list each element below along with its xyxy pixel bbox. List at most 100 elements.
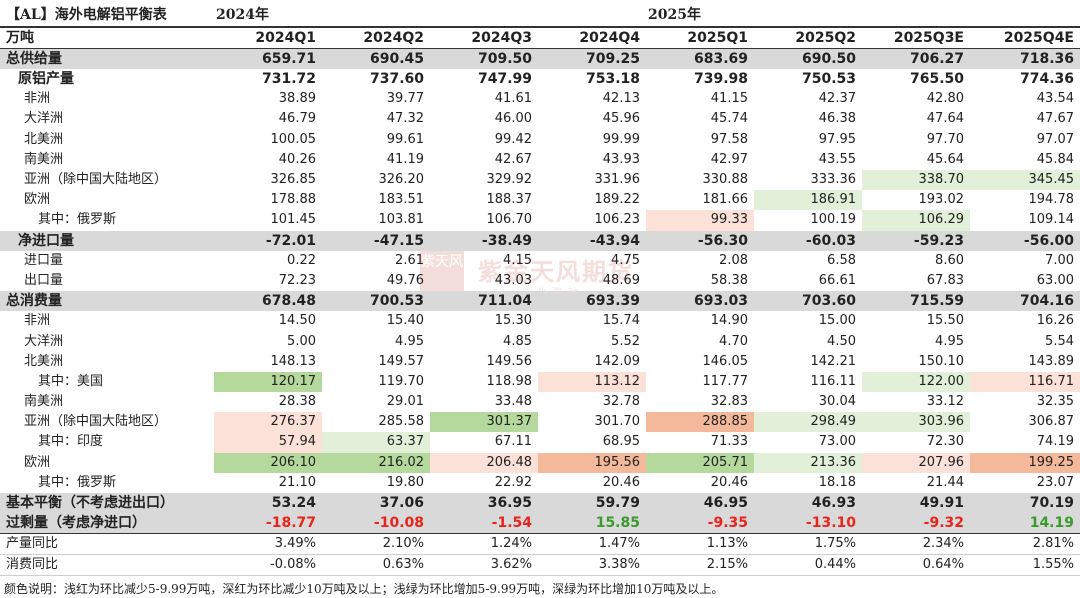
period-header: 2025Q3E bbox=[862, 26, 970, 49]
table-cell: 101.45 bbox=[270, 212, 317, 228]
table-cell: 59.79 bbox=[538, 492, 646, 514]
table-cell: 120.17 bbox=[214, 371, 322, 392]
table-row: 其中：美国 120.17 119.70 118.98 113.12 117.77 116.1… bbox=[0, 371, 1080, 392]
table-cell: 32.35 bbox=[1036, 394, 1074, 410]
table-cell: 100.05 bbox=[270, 131, 317, 147]
row-label: 亚洲（除中国大陆地区） bbox=[24, 414, 168, 430]
row-label: 南美洲 bbox=[24, 151, 64, 167]
table-cell: 303.96 bbox=[862, 412, 970, 433]
row-label: 过剩量（考虑净进口） bbox=[0, 513, 214, 535]
row-label: 北美洲 bbox=[24, 131, 64, 147]
table-cell: 206.10 bbox=[214, 452, 322, 473]
table-cell: 1.47% bbox=[538, 533, 646, 556]
table-row: 南美洲 40.26 41.19 42.67 43.93 42.97 43.55 45.64 45… bbox=[0, 150, 1080, 170]
table-cell: 49.76 bbox=[386, 272, 424, 288]
table-cell: 106.23 bbox=[594, 212, 641, 228]
table-cell: 5.54 bbox=[1045, 333, 1074, 349]
table-row: 其中：俄罗斯 101.45 103.81 106.70 106.23 99.33 100.1… bbox=[0, 210, 1080, 231]
year-2025-label: 2025年 bbox=[648, 7, 701, 23]
period-header: 2025Q1 bbox=[646, 26, 754, 49]
table-cell: 15.40 bbox=[386, 313, 424, 329]
year-2024-label: 2024年 bbox=[216, 7, 269, 23]
table-cell: 19.80 bbox=[386, 474, 424, 490]
table-cell: 5.00 bbox=[287, 333, 316, 349]
table-cell: 15.00 bbox=[818, 313, 856, 329]
row-label: 南美洲 bbox=[24, 394, 64, 410]
table-cell: 41.15 bbox=[710, 91, 748, 107]
table-cell: 14.90 bbox=[710, 313, 748, 329]
table-row: 非洲 14.50 15.40 15.30 15.74 14.90 15.00 15.50 16.… bbox=[0, 311, 1080, 331]
table-cell: 117.77 bbox=[702, 373, 749, 389]
table-cell: 765.50 bbox=[909, 71, 964, 88]
table-cell: -13.10 bbox=[754, 513, 862, 535]
table-cell: 207.96 bbox=[862, 452, 970, 473]
table-cell: 33.12 bbox=[926, 394, 964, 410]
table-cell: 2.08 bbox=[719, 252, 748, 268]
table-cell: 700.53 bbox=[322, 291, 430, 312]
table-cell: 338.70 bbox=[862, 169, 970, 191]
table-cell: 45.64 bbox=[926, 151, 964, 167]
table-cell: 709.50 bbox=[430, 48, 538, 69]
table-cell: -38.49 bbox=[430, 230, 538, 251]
table-row: 过剩量（考虑净进口） -18.77 -10.08 -1.54 15.85 -9.35 -13… bbox=[0, 513, 1080, 535]
table-cell: 14.50 bbox=[278, 313, 316, 329]
table-cell: 100.19 bbox=[810, 212, 857, 228]
row-label: 出口量 bbox=[24, 272, 64, 288]
row-label: 其中：俄罗斯 bbox=[38, 212, 117, 228]
row-label: 北美洲 bbox=[24, 353, 64, 369]
table-title: 【AL】海外电解铝平衡表 bbox=[6, 7, 167, 23]
table-cell: 22.92 bbox=[494, 474, 532, 490]
table-cell: 106.29 bbox=[862, 210, 970, 231]
table-row: 总供给量 659.71 690.45 709.50 709.25 683.69 690.50… bbox=[0, 48, 1080, 69]
table-row: 北美洲 100.05 99.61 99.42 99.99 97.58 97.95 97.70 9… bbox=[0, 130, 1080, 150]
table-cell: -18.77 bbox=[214, 513, 322, 535]
table-cell: 15.85 bbox=[538, 513, 646, 535]
table-cell: 119.70 bbox=[378, 373, 425, 389]
table-cell: 4.95 bbox=[935, 333, 964, 349]
table-cell: 4.75 bbox=[611, 252, 640, 268]
table-cell: 301.37 bbox=[430, 412, 538, 433]
table-cell: 42.80 bbox=[926, 91, 964, 107]
table-cell: 659.71 bbox=[214, 48, 322, 69]
table-cell: 193.02 bbox=[918, 192, 965, 208]
table-cell: 118.98 bbox=[486, 373, 533, 389]
table-cell: 97.70 bbox=[926, 131, 964, 147]
table-cell: 113.12 bbox=[538, 371, 646, 392]
table-cell: 199.25 bbox=[970, 452, 1080, 473]
row-label: 消费同比 bbox=[0, 554, 214, 577]
row-label: 大洋洲 bbox=[24, 333, 64, 349]
table-cell: 3.38% bbox=[538, 554, 646, 577]
table-cell: 38.89 bbox=[278, 91, 316, 107]
table-cell: 106.70 bbox=[486, 212, 533, 228]
table-cell: 66.61 bbox=[818, 272, 856, 288]
table-cell: 109.14 bbox=[1028, 212, 1075, 228]
table-cell: 72.23 bbox=[278, 272, 316, 288]
table-cell: 706.27 bbox=[862, 48, 970, 69]
table-cell: 3.49% bbox=[214, 533, 322, 556]
color-legend-note: 颜色说明：浅红为环比减少5-9.99万吨，深红为环比减少10万吨及以上；浅绿为环… bbox=[4, 582, 724, 596]
table-row: 亚洲（除中国大陆地区） 326.85 326.20 329.92 331.96 330.8… bbox=[0, 169, 1080, 191]
table-cell: 46.93 bbox=[754, 492, 862, 514]
table-row: 进口量 0.22 2.61 4.15 4.75 2.08 6.58 8.60 7.00 bbox=[0, 251, 1080, 271]
table-cell: 45.84 bbox=[1036, 151, 1074, 167]
table-cell: 43.54 bbox=[1036, 91, 1074, 107]
table-cell: 693.03 bbox=[646, 291, 754, 312]
table-cell: 71.33 bbox=[710, 434, 748, 450]
table-cell: 70.19 bbox=[970, 492, 1080, 514]
table-cell: 2.10% bbox=[322, 533, 430, 556]
row-label: 其中：美国 bbox=[38, 373, 104, 389]
table-cell: 48.69 bbox=[602, 272, 640, 288]
table-cell: 288.85 bbox=[646, 412, 754, 433]
table-cell: 181.66 bbox=[702, 192, 749, 208]
table-cell: 195.56 bbox=[538, 452, 646, 473]
table-cell: 73.00 bbox=[818, 434, 856, 450]
table-cell: 711.04 bbox=[430, 291, 538, 312]
table-cell: 149.56 bbox=[486, 353, 533, 369]
table-cell: -9.35 bbox=[646, 513, 754, 535]
table-row: 出口量 72.23 49.76 43.03 48.69 58.38 66.61 67.83 63… bbox=[0, 271, 1080, 291]
table-cell: 774.36 bbox=[1019, 71, 1074, 88]
table-row: 总消费量 678.48 700.53 711.04 693.39 693.03 703.60… bbox=[0, 291, 1080, 312]
table-cell: 67.11 bbox=[494, 434, 532, 450]
table-cell: 29.01 bbox=[386, 394, 424, 410]
table-cell: 97.58 bbox=[710, 131, 748, 147]
